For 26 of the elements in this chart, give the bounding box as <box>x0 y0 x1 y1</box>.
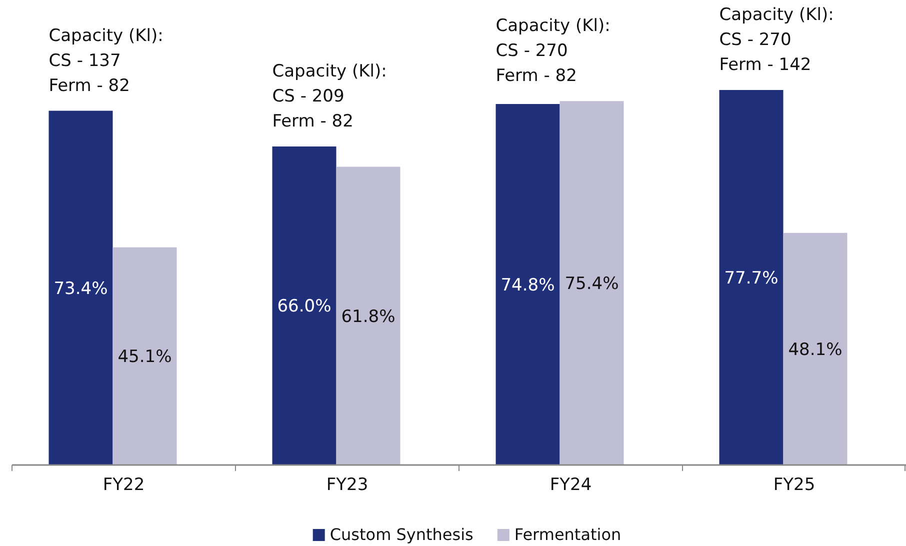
bar <box>719 90 784 465</box>
data-label: 73.4% <box>54 278 108 299</box>
x-tick-label: FY24 <box>550 475 592 496</box>
data-label: 48.1% <box>788 340 842 360</box>
data-label: 61.8% <box>341 306 396 327</box>
data-label: 75.4% <box>564 274 619 294</box>
data-label: 66.0% <box>277 296 332 317</box>
data-label: 74.8% <box>500 276 555 296</box>
legend-label: Custom Synthesis <box>330 525 474 544</box>
data-label: 77.7% <box>724 268 778 288</box>
x-tick-label: FY22 <box>102 475 145 496</box>
bar <box>112 247 177 465</box>
bar <box>783 232 848 465</box>
x-tick-label: FY23 <box>326 475 368 496</box>
bar <box>560 101 624 465</box>
legend-label: Fermentation <box>514 525 622 544</box>
text: Capacity (Kl): CS - 270 Ferm - 142 <box>719 5 834 75</box>
annotation: Capacity (Kl): CS - 137 Ferm - 82 <box>48 26 164 96</box>
annotation: Capacity (Kl): CS - 209 Ferm - 82 <box>272 61 387 132</box>
bar <box>272 146 336 465</box>
x-tick-label: FY25 <box>773 475 816 496</box>
data-label: 45.1% <box>118 347 172 368</box>
bar <box>336 166 400 465</box>
bar <box>48 110 113 465</box>
bar <box>496 104 560 465</box>
text: Capacity (Kl): CS - 270 Ferm - 82 <box>496 16 610 86</box>
